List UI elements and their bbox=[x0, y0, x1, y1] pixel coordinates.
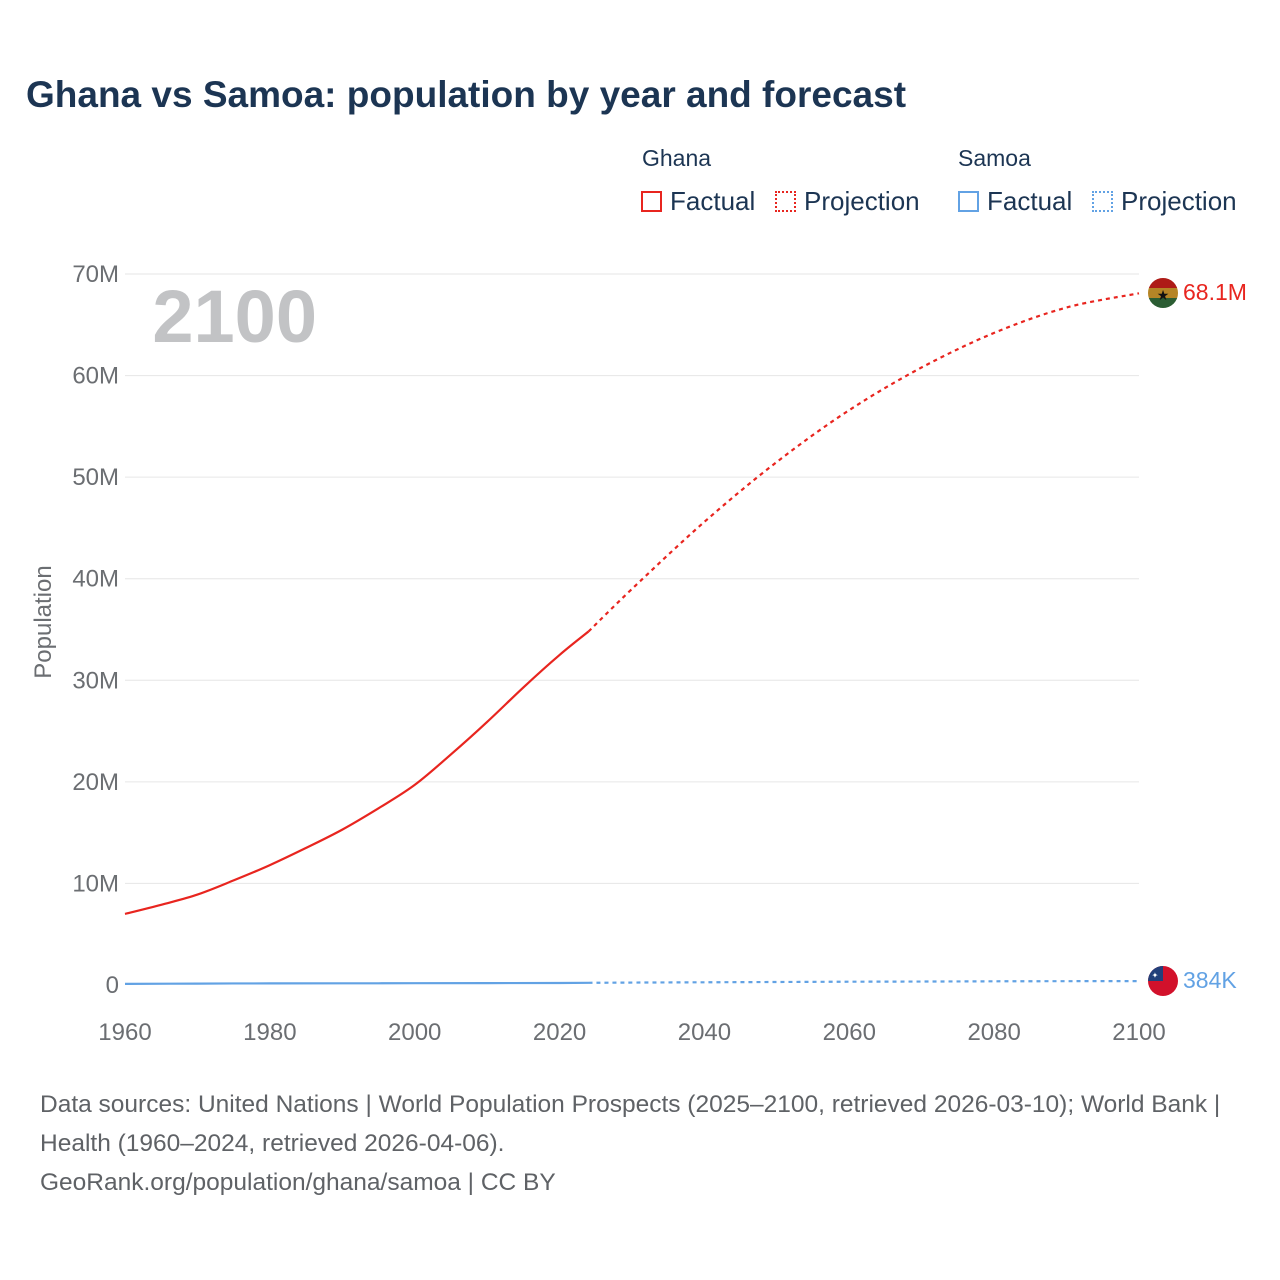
legend-swatch-ghana-factual bbox=[641, 191, 662, 212]
legend-samoa-projection[interactable]: Projection bbox=[1092, 186, 1237, 217]
series-line-samoa-projection[interactable] bbox=[588, 980, 1140, 984]
y-tick-label: 60M bbox=[72, 363, 119, 390]
gridlines bbox=[125, 273, 1139, 884]
ghana-flag-icon: ★ bbox=[1148, 278, 1178, 308]
svg-text:★: ★ bbox=[1157, 287, 1170, 303]
series-line-ghana-projection[interactable] bbox=[587, 292, 1140, 633]
x-tick-label: 1960 bbox=[98, 1019, 151, 1046]
legend-label: Factual bbox=[670, 186, 756, 216]
series-line-ghana-factual[interactable] bbox=[124, 630, 590, 915]
svg-text:✦: ✦ bbox=[1152, 971, 1159, 980]
y-axis-label: Population bbox=[30, 565, 57, 678]
legend-ghana-factual[interactable]: Factual bbox=[641, 186, 755, 217]
footer-sources: Data sources: United Nations | World Pop… bbox=[40, 1091, 1221, 1157]
series-lines bbox=[124, 292, 1140, 985]
x-tick-label: 2040 bbox=[678, 1019, 731, 1046]
x-tick-label: 2020 bbox=[533, 1019, 586, 1046]
x-tick-label: 2080 bbox=[967, 1019, 1020, 1046]
y-tick-label: 10M bbox=[72, 870, 119, 897]
samoa-flag-icon: ✦ bbox=[1148, 966, 1178, 996]
y-tick-label: 70M bbox=[72, 261, 119, 288]
legend-swatch-samoa-factual bbox=[958, 191, 979, 212]
y-tick-label: 50M bbox=[72, 464, 119, 491]
y-tick-label: 30M bbox=[72, 667, 119, 694]
x-tick-label: 2100 bbox=[1112, 1019, 1165, 1046]
legend-label: Factual bbox=[987, 186, 1073, 216]
legend-group-samoa: Samoa bbox=[958, 145, 1031, 171]
y-tick-label: 0 bbox=[106, 972, 119, 999]
y-tick-label: 40M bbox=[72, 566, 119, 593]
legend-swatch-samoa-projection bbox=[1092, 191, 1113, 212]
legend-ghana-projection[interactable]: Projection bbox=[775, 186, 920, 217]
samoa-end-value-label: 384K bbox=[1183, 967, 1237, 993]
chart-title: Ghana vs Samoa: population by year and f… bbox=[26, 74, 907, 115]
chart-plot-area: 0 10M 20M 30M 40M 50M 60M 70M 1960 1980 2000 2020 2… bbox=[30, 261, 1247, 1046]
legend-swatch-ghana-projection bbox=[775, 191, 796, 212]
year-overlay-label: 2100 bbox=[152, 275, 317, 358]
x-tick-label: 2000 bbox=[388, 1019, 441, 1046]
legend-group-ghana: Ghana bbox=[642, 145, 712, 171]
x-tick-label: 1980 bbox=[243, 1019, 296, 1046]
series-line-samoa-factual[interactable] bbox=[124, 981, 589, 985]
footer-credit[interactable]: GeoRank.org/population/ghana/samoa | CC … bbox=[40, 1169, 556, 1196]
y-tick-label: 20M bbox=[72, 769, 119, 796]
legend-label: Projection bbox=[1121, 186, 1237, 216]
x-axis-ticks: 1960 1980 2000 2020 2040 2060 2080 2100 bbox=[98, 1019, 1165, 1046]
legend-label: Projection bbox=[804, 186, 920, 216]
y-axis-ticks: 0 10M 20M 30M 40M 50M 60M 70M bbox=[72, 261, 119, 999]
x-tick-label: 2060 bbox=[823, 1019, 876, 1046]
ghana-end-value-label: 68.1M bbox=[1183, 279, 1247, 305]
legend-samoa-factual[interactable]: Factual bbox=[958, 186, 1072, 217]
